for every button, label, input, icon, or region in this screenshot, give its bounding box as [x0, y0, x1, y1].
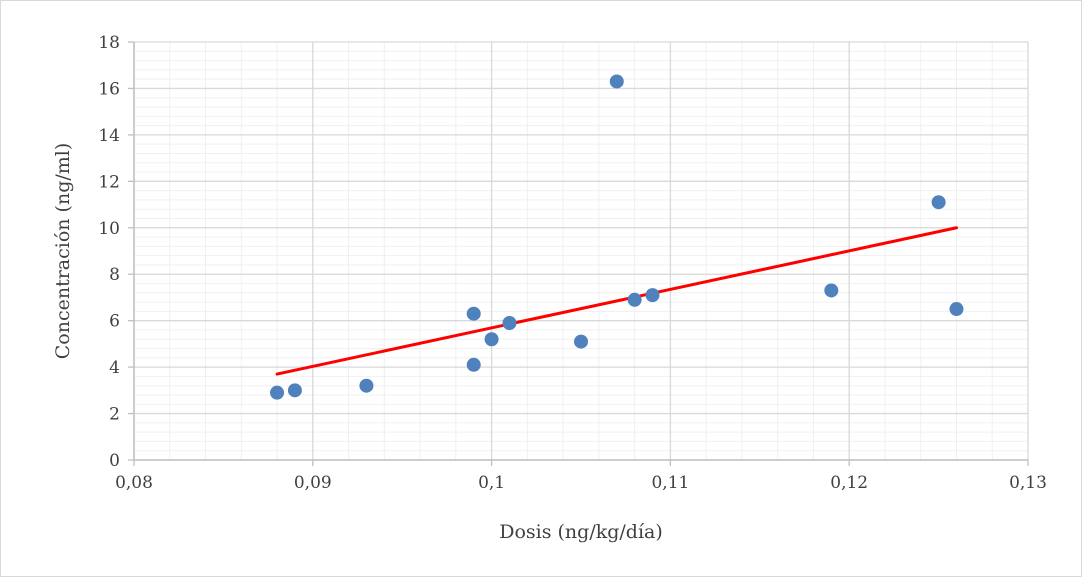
- x-tick-labels: 0,08 0,09 0,1 0,11 0,12 0,13: [115, 473, 1047, 493]
- y-tick-label: 2: [109, 405, 120, 425]
- data-point: [359, 378, 374, 393]
- data-point: [466, 306, 481, 321]
- data-point: [645, 288, 660, 303]
- y-tick-label: 16: [98, 79, 120, 99]
- data-point: [574, 334, 588, 349]
- data-point: [627, 292, 642, 307]
- data-point: [824, 283, 839, 298]
- x-tick-label: 0,11: [651, 473, 689, 493]
- data-point: [466, 357, 481, 372]
- y-tick-label: 14: [98, 126, 120, 146]
- y-tick-label: 4: [109, 358, 120, 378]
- major-grid: [133, 41, 1029, 461]
- y-tick-label: 6: [109, 312, 120, 332]
- data-point: [931, 195, 946, 210]
- x-tick-label: 0,13: [1009, 473, 1047, 493]
- x-tick-label: 0,08: [115, 473, 153, 493]
- y-tick-label: 0: [109, 451, 120, 471]
- data-point: [484, 332, 499, 347]
- data-point: [287, 383, 302, 398]
- x-tick-label: 0,1: [478, 473, 505, 493]
- trendline-layer: [275, 226, 958, 376]
- points-layer: [270, 74, 964, 400]
- x-axis-title: Dosis (ng/kg/día): [499, 521, 663, 543]
- data-point: [502, 315, 517, 330]
- data-point: [270, 385, 285, 400]
- data-point: [609, 74, 624, 89]
- data-point: [949, 302, 964, 317]
- y-tick-labels: 0 2 4 6 8 10 12 14 16 18: [98, 33, 120, 471]
- y-tick-label: 10: [98, 219, 120, 239]
- y-tick-label: 12: [98, 172, 120, 192]
- y-tick-label: 18: [98, 33, 120, 53]
- trendline: [275, 226, 958, 376]
- y-axis-title: Concentración (ng/ml): [52, 143, 74, 360]
- minor-grid: [133, 41, 1029, 461]
- x-tick-label: 0,09: [294, 473, 332, 493]
- axes: [128, 41, 1029, 466]
- y-tick-label: 8: [109, 265, 120, 285]
- x-tick-label: 0,12: [830, 473, 868, 493]
